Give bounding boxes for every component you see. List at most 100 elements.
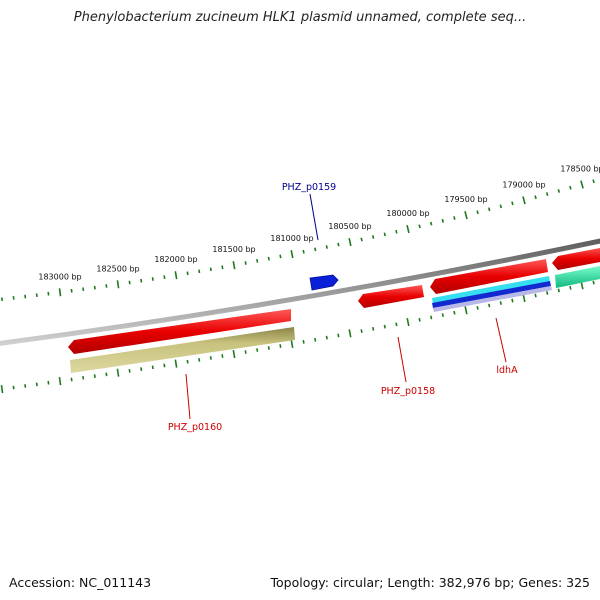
ruler-label: 183000 bp — [38, 272, 81, 281]
inner-minor-tick — [476, 306, 479, 310]
inner-minor-tick — [279, 344, 282, 348]
outer-minor-tick — [430, 221, 433, 226]
phz-p0159-arrow[interactable] — [309, 274, 339, 291]
outer-major-tick — [116, 280, 120, 289]
feature-teal-gene[interactable] — [555, 265, 600, 288]
inner-major-tick — [0, 385, 4, 394]
ldha-cyan-feature[interactable] — [432, 276, 550, 304]
outer-minor-tick — [418, 224, 421, 229]
accession-text: Accession: NC_011143 — [9, 575, 152, 590]
ruler-label: 182500 bp — [96, 264, 139, 273]
outer-major-tick — [290, 250, 294, 259]
inner-minor-tick — [499, 301, 502, 305]
outer-major-tick — [464, 211, 468, 220]
gene-label-phz-p0159[interactable]: PHZ_p0159 — [282, 182, 336, 193]
inner-major-tick — [116, 368, 120, 377]
ruler-label: 181000 bp — [270, 234, 313, 243]
inner-minor-tick — [430, 315, 433, 320]
phz-p0160-leader — [185, 373, 191, 420]
inner-minor-tick — [488, 303, 491, 308]
inner-minor-tick — [383, 324, 386, 329]
outer-minor-tick — [511, 201, 514, 206]
inner-major-tick — [58, 377, 62, 386]
outer-minor-tick — [569, 185, 572, 190]
inner-major-tick — [348, 329, 352, 338]
outer-minor-tick — [256, 258, 259, 263]
outer-minor-tick — [314, 247, 317, 252]
outer-major-tick — [406, 224, 410, 234]
feature-phz-p0160[interactable] — [68, 309, 295, 373]
inner-minor-tick — [511, 298, 514, 303]
outer-minor-tick — [476, 210, 479, 215]
inner-minor-tick — [557, 288, 560, 293]
ldha-lavender-feature[interactable] — [433, 286, 552, 312]
inner-minor-tick — [372, 326, 375, 331]
map-title: Phenylobacterium zucineum HLK1 plasmid u… — [73, 10, 527, 25]
outer-minor-tick — [453, 216, 456, 220]
ruler-label: 182000 bp — [154, 255, 197, 264]
outer-minor-tick — [267, 256, 270, 261]
gene-label-phz-p0158[interactable]: PHZ_p0158 — [381, 386, 435, 397]
feature-upper-right-gene[interactable] — [552, 247, 600, 270]
phz-p0158-arrow[interactable] — [358, 285, 424, 308]
outer-major-tick — [58, 288, 62, 297]
inner-minor-tick — [128, 369, 131, 373]
feature-phz-p0158[interactable] — [358, 285, 424, 308]
outer-minor-tick — [163, 275, 166, 279]
ldha-blue-feature[interactable] — [432, 281, 551, 308]
feature-phz-p0159[interactable] — [309, 274, 339, 291]
ruler-label: 178500 bp — [560, 165, 600, 174]
ruler-label: 181500 bp — [212, 245, 255, 254]
inner-major-tick — [464, 306, 468, 315]
phz-p0160-arrow[interactable] — [68, 309, 291, 354]
outer-minor-tick — [372, 235, 375, 239]
inner-minor-tick — [267, 346, 270, 350]
outer-major-tick — [580, 180, 584, 189]
outer-major-tick — [174, 271, 178, 280]
inner-minor-tick — [314, 337, 317, 342]
feature-ldha[interactable] — [430, 259, 552, 312]
inner-minor-tick — [140, 367, 143, 371]
inner-minor-tick — [198, 358, 201, 362]
outer-minor-tick — [198, 269, 201, 274]
inner-major-tick — [174, 359, 178, 368]
outer-minor-tick — [140, 278, 143, 283]
gene-label-phz-p0160[interactable]: PHZ_p0160 — [168, 422, 222, 433]
outer-major-tick — [348, 237, 352, 247]
inner-minor-tick — [105, 372, 108, 377]
inner-major-tick — [522, 293, 526, 303]
inner-minor-tick — [151, 365, 154, 370]
phz-p0158-leader — [397, 336, 407, 383]
inner-major-tick — [232, 349, 236, 359]
upper-right-gene-arrow[interactable] — [552, 247, 600, 270]
inner-major-tick — [290, 339, 294, 349]
outer-minor-tick — [186, 271, 189, 276]
inner-minor-tick — [302, 339, 305, 344]
inner-minor-tick — [325, 335, 328, 340]
ruler-label: 180500 bp — [328, 222, 371, 231]
teal-gene-arrow[interactable] — [555, 265, 600, 288]
outer-minor-tick — [279, 254, 282, 259]
outer-major-tick — [232, 261, 236, 270]
backbone-arc — [0, 238, 600, 346]
inner-minor-tick — [360, 329, 363, 333]
inner-minor-tick — [82, 375, 85, 380]
outer-minor-tick — [360, 237, 363, 242]
outer-minor-tick — [209, 267, 212, 272]
outer-minor-tick — [244, 261, 247, 265]
inner-minor-tick — [546, 291, 549, 295]
ldha-arrow[interactable] — [430, 259, 548, 294]
gene-label-ldha[interactable]: ldhA — [496, 365, 518, 376]
inner-minor-tick — [93, 374, 96, 378]
outer-minor-tick — [383, 232, 386, 237]
ldha-leader — [495, 317, 507, 363]
outer-minor-tick — [487, 207, 491, 212]
inner-minor-tick — [418, 317, 421, 322]
inner-minor-tick — [441, 313, 444, 317]
outer-minor-tick — [337, 242, 340, 247]
inner-minor-tick — [395, 322, 398, 327]
phz-p0160-companion-feature[interactable] — [70, 327, 295, 373]
outer-minor-tick — [221, 265, 224, 270]
outer-minor-tick — [534, 195, 537, 200]
